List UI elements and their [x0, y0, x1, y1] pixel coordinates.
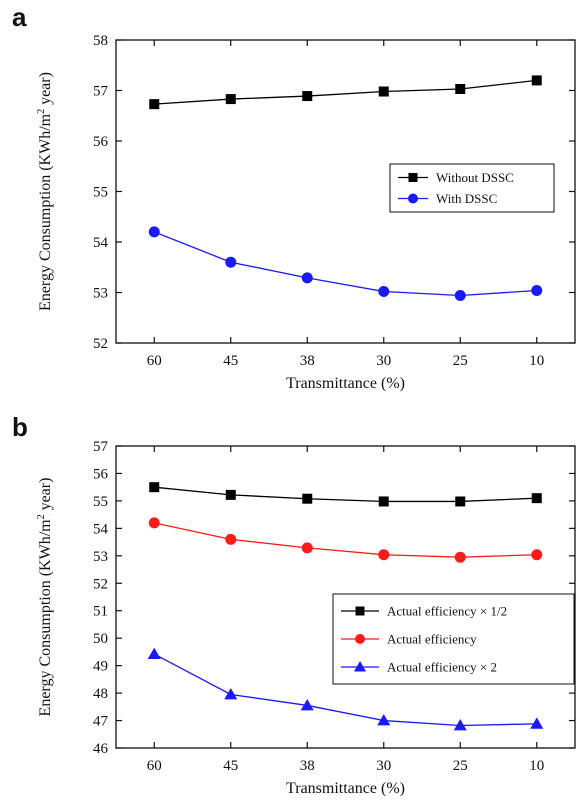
x-tick-label-b-60: 60 — [147, 758, 162, 774]
y-tick-label-b-53: 53 — [93, 549, 108, 565]
y-tick-label-a-53: 53 — [93, 286, 108, 302]
y-tick-label-b-50: 50 — [93, 631, 108, 647]
data-point-b-1-2 — [301, 542, 313, 554]
x-axis-title-b: Transmittance (%) — [286, 780, 405, 796]
y-tick-label-a-57: 57 — [93, 84, 109, 100]
y-axis-title-a: Energy Consumption (KWh/m2 year) — [36, 72, 54, 311]
x-tick-label-b-45: 45 — [223, 758, 238, 774]
data-point-b-1-0 — [148, 517, 160, 529]
y-tick-label-b-47: 47 — [93, 714, 109, 730]
data-point-b-2-2 — [300, 698, 314, 711]
legend-marker-b-0 — [355, 606, 365, 616]
series-line-b-2 — [153, 653, 537, 727]
data-point-b-1-5 — [531, 549, 543, 561]
data-point-a-1-4 — [454, 290, 466, 302]
legend-label-b-1: Actual efficiency — [387, 632, 477, 647]
y-tick-label-b-56: 56 — [93, 466, 109, 482]
legend-box-a — [389, 163, 555, 213]
data-point-b-0-1 — [225, 489, 236, 500]
y-tick-label-b-51: 51 — [93, 604, 108, 620]
data-point-a-0-5 — [531, 75, 542, 86]
data-point-b-1-1 — [225, 533, 237, 545]
panel-a-letter: a — [12, 2, 27, 32]
legend-marker-a-0 — [408, 173, 418, 182]
x-tick-label-a-38: 38 — [300, 353, 315, 369]
plot-frame-b — [115, 445, 576, 749]
data-point-b-2-3 — [377, 714, 391, 726]
series-line-a-1 — [154, 231, 537, 297]
data-point-b-0-3 — [378, 496, 389, 507]
y-tick-label-b-49: 49 — [93, 659, 108, 675]
y-tick-label-a-56: 56 — [93, 134, 109, 150]
data-point-b-0-0 — [149, 482, 160, 493]
data-point-a-0-2 — [302, 91, 313, 102]
legend-label-b-0: Actual efficiency × 1/2 — [387, 604, 507, 619]
y-tick-label-b-57: 57 — [93, 439, 109, 455]
data-point-b-2-5 — [530, 717, 544, 729]
y-tick-label-b-55: 55 — [93, 494, 108, 510]
x-tick-label-b-25: 25 — [453, 758, 468, 774]
data-point-b-0-4 — [455, 496, 466, 507]
chart-panel-b: 46 47 48 49 50 51 52 53 54 55 56 57 60 45 38 30 25 10 Tran… — [36, 439, 576, 797]
panel-b-letter: b — [12, 412, 28, 442]
x-tick-label-a-60: 60 — [147, 353, 162, 369]
data-point-b-2-1 — [224, 687, 238, 700]
data-point-b-0-5 — [531, 493, 542, 504]
legend-label-b-2: Actual efficiency × 2 — [387, 660, 497, 675]
legend-marker-b-1 — [355, 634, 365, 644]
data-point-b-2-0 — [147, 647, 161, 659]
data-point-a-1-0 — [148, 226, 160, 238]
data-point-a-1-1 — [225, 256, 237, 268]
legend-marker-a-1 — [408, 193, 418, 204]
y-tick-label-a-55: 55 — [93, 185, 108, 201]
x-axis-title-a: Transmittance (%) — [286, 375, 405, 392]
x-tick-label-b-38: 38 — [300, 758, 315, 774]
data-point-a-0-4 — [455, 83, 466, 94]
data-point-a-1-2 — [301, 272, 313, 284]
x-tick-label-a-25: 25 — [453, 353, 468, 369]
data-point-b-2-4 — [453, 718, 467, 731]
y-axis-title-b: Energy Consumption (KWh/m2 year) — [36, 478, 54, 717]
series-line-b-1 — [154, 522, 537, 558]
y-tick-label-a-54: 54 — [93, 235, 109, 251]
x-tick-label-a-45: 45 — [223, 353, 238, 369]
data-point-a-1-3 — [378, 285, 390, 297]
data-point-a-0-3 — [378, 86, 389, 97]
legend-b: Actual efficiency × 1/2 Actual efficiency… — [332, 593, 575, 685]
legend-marker-b-2 — [354, 661, 366, 672]
series-line-a-0 — [154, 79, 537, 105]
chart-panel-a: 52 53 54 55 56 57 58 60 45 38 30 25 10 Transmittance … — [36, 33, 576, 392]
y-tick-label-b-48: 48 — [93, 686, 108, 702]
legend-label-a-1: With DSSC — [436, 191, 497, 206]
y-tick-label-b-52: 52 — [93, 576, 108, 592]
data-point-b-0-2 — [302, 493, 313, 504]
x-tick-label-a-30: 30 — [376, 353, 391, 369]
x-tick-label-b-10: 10 — [529, 758, 544, 774]
y-tick-label-a-58: 58 — [93, 33, 108, 49]
y-tick-label-b-54: 54 — [93, 521, 109, 537]
series-line-b-0 — [154, 486, 537, 503]
y-tick-label-a-52: 52 — [93, 336, 108, 352]
data-point-a-0-0 — [149, 99, 160, 110]
data-point-b-1-3 — [378, 549, 390, 561]
y-tick-label-b-46: 46 — [93, 741, 109, 757]
legend-label-a-0: Without DSSC — [436, 170, 514, 185]
x-tick-label-a-10: 10 — [529, 353, 544, 369]
data-point-a-0-1 — [225, 94, 236, 105]
legend-a: Without DSSC With DSSC — [389, 163, 555, 213]
data-point-a-1-5 — [531, 284, 543, 296]
data-point-b-1-4 — [454, 551, 466, 563]
x-tick-label-b-30: 30 — [376, 758, 391, 774]
